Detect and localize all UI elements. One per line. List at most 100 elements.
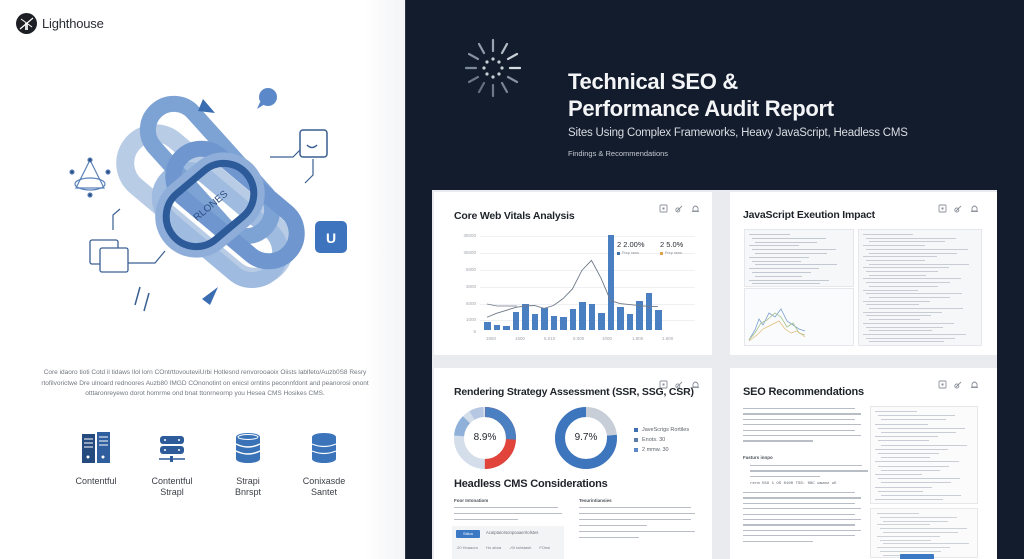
flame-graph-screenshot bbox=[744, 288, 854, 346]
card-title: Core Web Vitals Analysis bbox=[454, 210, 575, 222]
cms-item-contentful[interactable]: Contentful bbox=[60, 432, 132, 498]
link-icon[interactable] bbox=[954, 376, 963, 389]
embed-icon[interactable] bbox=[938, 376, 947, 389]
bar bbox=[569, 309, 576, 330]
intro-paragraph: Core idaoro tioti Cotd il tidaws Ilol lo… bbox=[41, 369, 369, 397]
donut-chart-2 bbox=[555, 407, 617, 469]
bar bbox=[541, 308, 548, 330]
bar bbox=[636, 300, 643, 330]
code-snippet: rerm 55O 1 OS 0100 TSS: 08C wazmz u5 bbox=[750, 482, 837, 486]
x-tick: 1.600 bbox=[662, 336, 674, 341]
y-tick: 1000 bbox=[465, 317, 476, 322]
x-tick: 5.000 bbox=[573, 336, 585, 341]
loading-spinner-icon bbox=[465, 38, 521, 98]
bell-icon[interactable] bbox=[970, 200, 979, 212]
card-seo-recommendations: SEO Recommendations Fasturs innpo rerm 5… bbox=[730, 368, 997, 559]
embed-icon[interactable] bbox=[659, 200, 668, 213]
bar bbox=[484, 321, 491, 330]
bar bbox=[617, 307, 624, 330]
link-icon[interactable] bbox=[675, 376, 684, 389]
bar bbox=[645, 292, 652, 330]
x-tick: 1500 bbox=[515, 336, 526, 341]
bar bbox=[550, 315, 557, 330]
y-tick: 3000 bbox=[465, 284, 476, 289]
link-icon[interactable] bbox=[675, 200, 684, 213]
code-profile-screenshot bbox=[744, 229, 854, 287]
cms-list: Contentful Contentful Strapl Strapi Bnrs… bbox=[60, 432, 360, 498]
donut-legend: JaveScrigs Rortiles Enots. 30 2 mmw. 30 bbox=[634, 425, 689, 455]
bar bbox=[607, 234, 614, 330]
database-icon bbox=[310, 432, 338, 464]
cms-option-text: Acatptatorsonpoaaerrtolstes bbox=[486, 530, 539, 535]
console-screenshot bbox=[858, 229, 982, 346]
bar bbox=[503, 325, 510, 330]
card-title: Rendering Strategy Assessment (SSR, SSG,… bbox=[454, 386, 694, 398]
bar bbox=[655, 310, 662, 330]
embed-icon[interactable] bbox=[659, 376, 668, 389]
bar bbox=[560, 317, 567, 330]
report-title-line1: Technical SEO & bbox=[568, 69, 738, 94]
cms-label: Conixasde Santet bbox=[302, 476, 346, 497]
cms-item-conixasde[interactable]: Conixasde Santet bbox=[288, 432, 360, 498]
bar bbox=[531, 313, 538, 330]
left-panel: Lighthouse RLONES bbox=[0, 0, 405, 559]
y-tick: 5000 bbox=[465, 301, 476, 306]
brand[interactable]: Lighthouse bbox=[16, 13, 104, 34]
bell-icon[interactable] bbox=[970, 376, 979, 388]
x-tick: 1000 bbox=[602, 336, 613, 341]
bar bbox=[588, 303, 595, 330]
brand-name: Lighthouse bbox=[42, 16, 104, 31]
bell-icon[interactable] bbox=[691, 376, 700, 388]
findings-label: Findings & Recommendations bbox=[568, 149, 669, 158]
x-tick: 5.010 bbox=[544, 336, 556, 341]
column-heading: Foor Intonatiom bbox=[454, 498, 489, 503]
legend-item: 2 mmw. 30 bbox=[634, 445, 689, 455]
y-tick: 35000 bbox=[463, 233, 476, 238]
card-js-execution: JavaScript Exeution Impact bbox=[730, 192, 997, 355]
card-title: JavaScript Exeution Impact bbox=[743, 209, 875, 221]
trend-line bbox=[486, 259, 658, 318]
bell-icon[interactable] bbox=[691, 200, 700, 212]
headless-cms-title: Headless CMS Considerations bbox=[454, 478, 608, 490]
y-tick: 35000 bbox=[463, 250, 476, 255]
server-stack-icon bbox=[158, 432, 186, 464]
legend-item: Prsp raws bbox=[617, 251, 639, 255]
legend-item: Prsp raws bbox=[660, 251, 682, 255]
x-tick: 1850 bbox=[486, 336, 497, 341]
hero-chain-illustration: RLONES U bbox=[69, 88, 347, 312]
legend-item: JaveScrigs Rortiles bbox=[634, 425, 689, 435]
donut-1-value: 8.9% bbox=[473, 432, 497, 443]
legend-item: Enots. 30 bbox=[634, 435, 689, 445]
card-toolbar bbox=[938, 200, 979, 213]
card-toolbar bbox=[659, 376, 700, 389]
y-tick: 5 bbox=[473, 329, 476, 334]
bar bbox=[579, 301, 586, 330]
embed-icon[interactable] bbox=[938, 200, 947, 213]
x-tick: 1.800 bbox=[632, 336, 644, 341]
card-rendering-strategy: Rendering Strategy Assessment (SSR, SSG,… bbox=[434, 368, 712, 559]
donut-2-value: 9.7% bbox=[574, 432, 598, 443]
bar bbox=[512, 312, 519, 330]
card-title: SEO Recommendations bbox=[743, 386, 864, 398]
report-title: Technical SEO & Performance Audit Report bbox=[568, 68, 834, 122]
bar bbox=[493, 324, 500, 330]
cms-option-button[interactable]: Stilun bbox=[456, 530, 480, 538]
cms-item-strapi[interactable]: Strapi Bnrspt bbox=[212, 432, 284, 498]
cms-label: Contentful Strapl bbox=[151, 476, 193, 497]
cms-item-contentful-strapi[interactable]: Contentful Strapl bbox=[136, 432, 208, 498]
column-heading: Tesurintiansies bbox=[579, 498, 612, 503]
bar-series bbox=[484, 232, 662, 330]
server-rack-icon bbox=[81, 432, 111, 464]
card-toolbar bbox=[938, 376, 979, 389]
apply-recommendations-button[interactable] bbox=[900, 554, 934, 559]
features-heading: Fasturs innpo bbox=[743, 455, 773, 460]
legend-value: 2 2.00% bbox=[617, 240, 645, 249]
legend-value: 2 5.0% bbox=[660, 240, 684, 249]
cms-label: Contentful bbox=[75, 476, 117, 486]
donut-chart-1 bbox=[454, 407, 516, 469]
bar bbox=[598, 313, 605, 330]
cms-option-meta: .20 Hoaaoro Ho abna -/0r tahstash FOnsi bbox=[456, 545, 551, 550]
link-icon[interactable] bbox=[954, 200, 963, 213]
source-code-screenshot bbox=[870, 508, 978, 558]
cms-label: Strapi Bnrspt bbox=[234, 476, 261, 497]
